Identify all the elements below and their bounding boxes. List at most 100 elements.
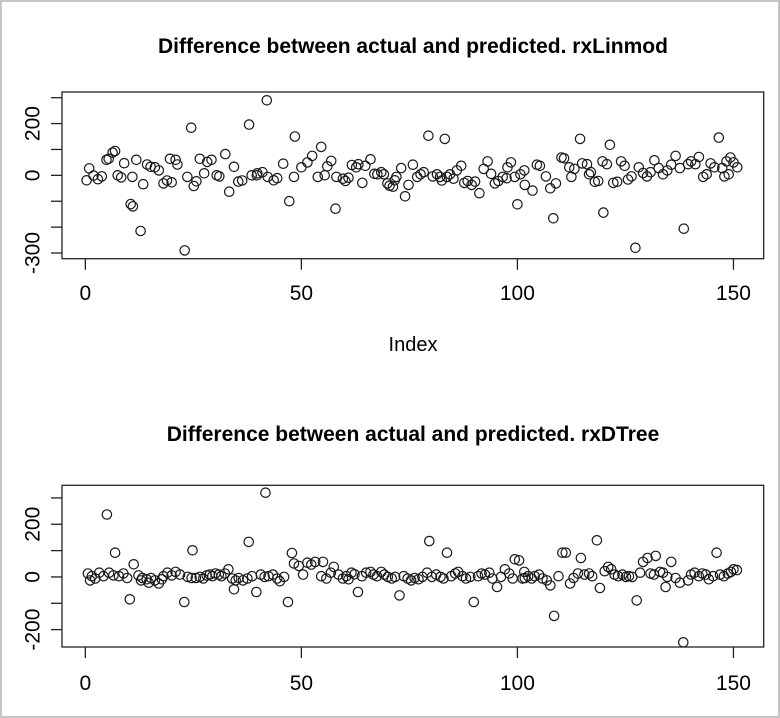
data-point bbox=[182, 571, 193, 583]
x-axis-tick-label: 0 bbox=[79, 282, 91, 305]
data-point bbox=[602, 561, 614, 573]
x-axis-tick-label: 100 bbox=[500, 672, 535, 695]
data-point bbox=[118, 157, 130, 169]
data-point bbox=[501, 172, 512, 184]
data-point bbox=[260, 487, 271, 498]
plot1-xaxis-title: Index bbox=[388, 334, 438, 356]
y-axis-tick-label: -300 bbox=[22, 232, 45, 274]
data-point bbox=[233, 176, 244, 187]
data-point bbox=[228, 161, 240, 173]
data-point bbox=[387, 181, 399, 192]
data-point bbox=[560, 547, 572, 558]
data-point bbox=[474, 187, 485, 199]
data-point bbox=[682, 575, 694, 586]
data-point bbox=[617, 569, 628, 580]
data-point bbox=[271, 172, 283, 184]
data-point bbox=[466, 179, 477, 191]
data-point bbox=[394, 590, 405, 601]
data-point bbox=[690, 158, 701, 170]
data-point bbox=[533, 569, 545, 580]
data-point bbox=[460, 573, 472, 584]
data-point bbox=[141, 159, 153, 170]
data-point bbox=[512, 199, 523, 210]
data-point bbox=[585, 166, 597, 178]
data-point bbox=[297, 569, 309, 580]
data-point bbox=[544, 183, 556, 194]
data-point bbox=[317, 556, 329, 568]
data-point bbox=[194, 153, 206, 165]
data-point bbox=[108, 570, 119, 581]
data-point bbox=[469, 176, 481, 187]
data-point bbox=[330, 203, 341, 214]
data-point bbox=[228, 583, 240, 595]
data-point bbox=[707, 570, 719, 582]
data-point bbox=[731, 564, 743, 576]
data-point bbox=[223, 186, 235, 197]
data-point bbox=[583, 568, 595, 579]
data-point bbox=[128, 558, 139, 570]
data-point bbox=[283, 195, 295, 207]
x-axis-tick-label: 50 bbox=[290, 282, 313, 305]
data-point bbox=[598, 207, 609, 218]
data-point bbox=[418, 166, 429, 178]
data-point bbox=[340, 570, 352, 582]
data-point bbox=[109, 547, 121, 558]
data-point bbox=[360, 567, 372, 578]
data-point bbox=[141, 573, 152, 585]
data-point bbox=[309, 556, 321, 568]
data-point bbox=[677, 636, 689, 648]
data-point bbox=[187, 544, 198, 556]
data-point bbox=[674, 577, 686, 588]
data-point bbox=[288, 171, 300, 183]
data-point bbox=[509, 553, 521, 565]
data-point bbox=[518, 165, 530, 176]
data-point bbox=[403, 179, 414, 191]
data-point bbox=[288, 558, 300, 569]
data-point bbox=[399, 191, 411, 202]
data-point bbox=[166, 177, 177, 188]
data-point bbox=[121, 572, 133, 584]
data-point bbox=[637, 167, 649, 179]
data-point bbox=[604, 139, 616, 151]
data-point bbox=[472, 570, 484, 582]
plot2-title: Difference between actual and predicted.… bbox=[166, 423, 660, 446]
data-point bbox=[166, 570, 177, 581]
data-point bbox=[611, 176, 623, 188]
data-point bbox=[462, 175, 473, 187]
data-point bbox=[359, 160, 371, 172]
data-point bbox=[246, 170, 257, 181]
data-point bbox=[220, 148, 231, 160]
data-point bbox=[230, 575, 241, 586]
data-point bbox=[592, 175, 604, 187]
data-point bbox=[540, 171, 552, 182]
data-point bbox=[583, 169, 595, 180]
data-point bbox=[415, 169, 426, 180]
data-point bbox=[337, 573, 349, 584]
data-point bbox=[423, 535, 435, 547]
data-point bbox=[491, 581, 503, 593]
data-point bbox=[576, 158, 588, 169]
data-point bbox=[693, 151, 705, 163]
data-point bbox=[612, 570, 624, 582]
data-point bbox=[594, 582, 606, 594]
data-point bbox=[282, 596, 294, 608]
data-point bbox=[591, 534, 603, 546]
data-point bbox=[701, 169, 712, 180]
data-point bbox=[407, 159, 419, 170]
data-point bbox=[619, 160, 630, 172]
data-point bbox=[340, 175, 351, 187]
data-point bbox=[109, 145, 121, 157]
data-point bbox=[170, 154, 181, 166]
data-point bbox=[243, 536, 254, 548]
data-point bbox=[575, 552, 587, 564]
data-point bbox=[557, 547, 568, 558]
data-point bbox=[286, 547, 298, 559]
data-point bbox=[125, 198, 136, 210]
data-point bbox=[243, 119, 255, 130]
data-point bbox=[259, 571, 270, 583]
data-point bbox=[131, 154, 142, 166]
data-point bbox=[213, 569, 225, 580]
data-point bbox=[161, 175, 173, 186]
data-point bbox=[395, 162, 407, 174]
data-point bbox=[579, 569, 590, 580]
